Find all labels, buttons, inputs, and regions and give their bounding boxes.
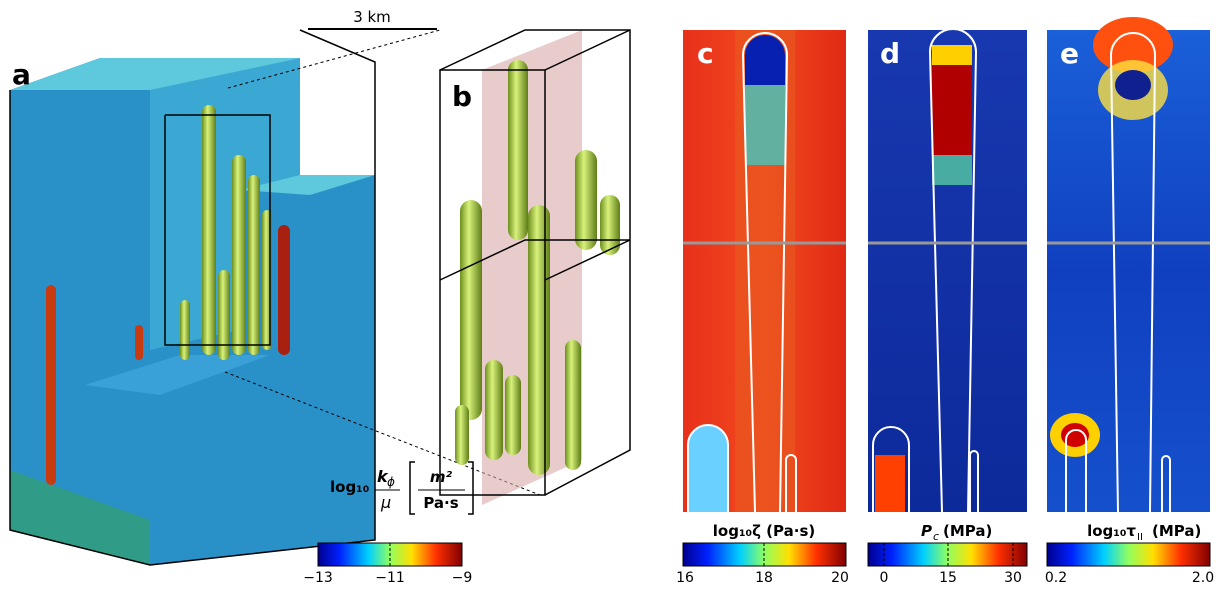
panel-label: d — [880, 37, 900, 70]
panel-label: b — [452, 80, 472, 113]
panel-c — [683, 30, 846, 512]
scale-label: 3 km — [353, 8, 391, 26]
colorbar-tick: 0.2 — [1045, 570, 1067, 586]
colorbar-unit: (MPa) — [1152, 522, 1201, 540]
colorbar-tick: −13 — [303, 570, 333, 586]
colorbar-denominator: μ — [380, 493, 391, 512]
colorbar-tick: −9 — [452, 570, 473, 586]
colorbar-symbol: log₁₀τ — [1087, 522, 1136, 540]
colorbar-symbol-sub: c — [933, 530, 939, 543]
colorbar-unit: (MPa) — [943, 522, 992, 540]
panel-e — [1047, 17, 1210, 512]
panel-label: a — [12, 58, 31, 91]
panel-label: c — [697, 37, 714, 70]
colorbar-prefix: log₁₀ — [330, 478, 369, 496]
panel-d — [868, 29, 1027, 512]
colorbar-symbol-sub: II — [1137, 532, 1143, 543]
colorbar-tick: 0 — [880, 570, 889, 586]
panel-label: e — [1060, 37, 1079, 70]
colorbar-tick: 16 — [676, 570, 694, 586]
colorbar-symbol: P — [921, 522, 932, 540]
colorbar-label: log₁₀ζ (Pa·s) — [713, 522, 815, 540]
colorbar-tick: −11 — [375, 570, 405, 586]
colorbar-numerator-sub: ϕ — [387, 475, 395, 489]
colorbar-tick: 2.0 — [1192, 570, 1214, 586]
colorbar-d: P c (MPa) 0 15 30 — [868, 522, 1027, 586]
colorbar-tick: 30 — [1004, 570, 1022, 586]
colorbar-c: log₁₀ζ (Pa·s) 16 18 20 — [676, 522, 849, 586]
colorbar-e: log₁₀τ II (MPa) 0.2 2.0 — [1045, 522, 1214, 586]
colorbar-unit-denominator: Pa·s — [423, 494, 458, 512]
colorbar-tick: 18 — [755, 570, 773, 586]
colorbar-tick: 20 — [831, 570, 849, 586]
figure: 3 km a b — [0, 0, 1221, 586]
colorbar-unit-numerator: m² — [430, 468, 453, 486]
colorbar-tick: 15 — [939, 570, 957, 586]
